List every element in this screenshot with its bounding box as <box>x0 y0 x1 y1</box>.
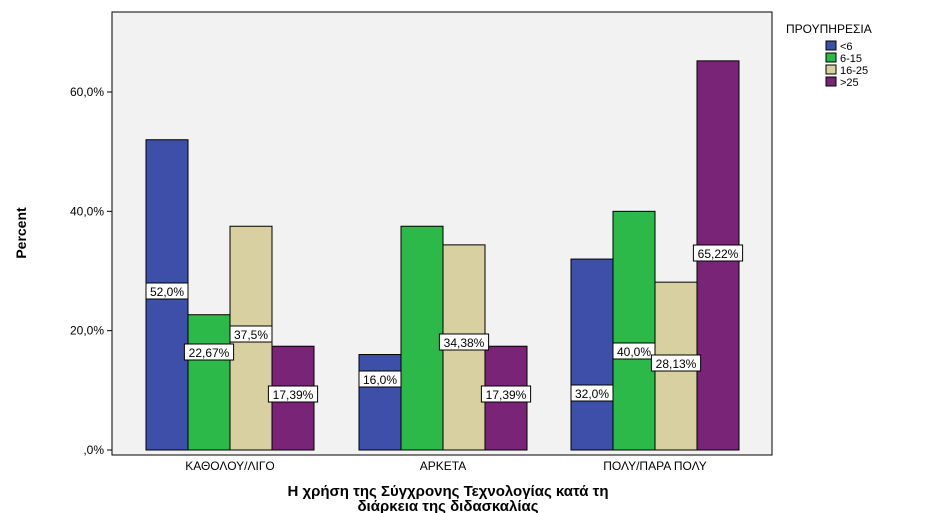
data-label-text: 28,13% <box>656 357 697 371</box>
data-label-text: 52,0% <box>150 285 184 299</box>
data-label: 17,39% <box>480 385 532 403</box>
bar-615-0 <box>187 314 231 451</box>
y-tick-label: 20,0% <box>70 324 104 338</box>
y-axis-label: Percent <box>13 207 29 259</box>
legend-swatch <box>825 76 837 87</box>
legend-entry-label: 16-25 <box>840 65 868 77</box>
data-label-box <box>570 384 614 402</box>
legend-swatch <box>825 52 837 63</box>
data-label-text: 17,39% <box>486 388 527 402</box>
data-label: 34,38% <box>438 333 490 351</box>
data-label-box <box>358 370 402 388</box>
data-label: 32,0% <box>570 384 614 402</box>
x-axis-label-line-1: Η χρήση της Σύγχρονης Τεχνολογίας κατά τ… <box>287 483 608 500</box>
data-label-text: 16,0% <box>363 373 397 387</box>
bars-group <box>145 60 740 451</box>
y-tick-label: 60,0% <box>70 85 104 99</box>
data-label-text: 17,39% <box>273 388 314 402</box>
bar-6-2 <box>570 258 614 451</box>
legend-swatch <box>825 40 837 51</box>
data-label: 65,22% <box>692 244 744 262</box>
data-label: 22,67% <box>183 343 235 361</box>
y-tick-label: ,0% <box>83 443 104 457</box>
x-tick-label: ΠΟΛΥ/ΠΑΡΑ ΠΟΛΥ <box>603 459 707 473</box>
data-label-text: 22,67% <box>189 346 230 360</box>
legend-entry-label: <6 <box>840 41 853 53</box>
legend-entry-label: >25 <box>840 77 859 89</box>
data-label-box <box>480 385 532 403</box>
data-labels-group: 52,0% 16,0% 32,0% 22,67% 40,0% 37,5% 34,38% 28,… <box>145 244 744 403</box>
x-axis-label-line-2: διάρκεια της διδασκαλίας <box>357 498 538 513</box>
legend-entry-label: 6-15 <box>840 53 862 65</box>
legend-title: ΠΡΟΥΠΗΡΕΣΙΑ <box>786 22 872 36</box>
y-tick-label: 40,0% <box>70 204 104 218</box>
data-label-text: 40,0% <box>617 345 651 359</box>
data-label-box <box>145 282 189 300</box>
data-label: 28,13% <box>650 354 702 372</box>
data-label-box <box>612 342 656 360</box>
data-label: 40,0% <box>612 342 656 360</box>
data-label-text: 32,0% <box>575 387 609 401</box>
data-label-text: 65,22% <box>698 247 739 261</box>
data-label: 17,39% <box>267 385 319 403</box>
bar-615-1 <box>400 225 444 451</box>
data-label-box <box>438 333 490 351</box>
x-axis: ΚΑΘΟΛΟΥ/ΛΙΓΟ ΑΡΚΕΤΑ ΠΟΛΥ/ΠΑΡΑ ΠΟΛΥ <box>185 459 707 473</box>
data-label: 16,0% <box>358 370 402 388</box>
legend-swatch <box>825 64 837 75</box>
bar-615-2 <box>612 210 656 451</box>
data-label-box <box>229 325 273 343</box>
data-label: 37,5% <box>229 325 273 343</box>
data-label-text: 34,38% <box>444 336 485 350</box>
y-axis: ,0% 20,0% 40,0% 60,0% <box>70 85 112 457</box>
data-label-box <box>650 354 702 372</box>
x-tick-label: ΑΡΚΕΤΑ <box>420 459 466 473</box>
bar-6-1 <box>358 354 402 451</box>
data-label-box <box>267 385 319 403</box>
x-tick-label: ΚΑΘΟΛΟΥ/ΛΙΓΟ <box>185 459 275 473</box>
data-label-box <box>692 244 744 262</box>
data-label-text: 37,5% <box>234 328 268 342</box>
data-label: 52,0% <box>145 282 189 300</box>
data-label-box <box>183 343 235 361</box>
